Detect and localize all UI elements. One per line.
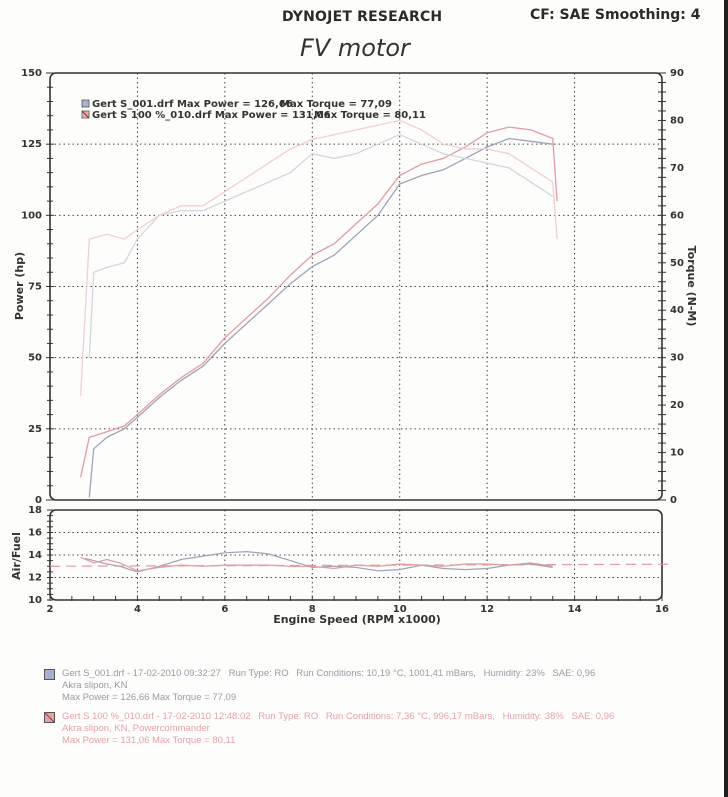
tick-label-power: 50 — [28, 353, 42, 364]
tick-label-afr: 14 — [28, 550, 42, 561]
tick-label-torque: 0 — [670, 495, 677, 506]
run1-type: Run Type: RO — [228, 668, 289, 679]
run1-header-line: Gert S_001.drf - 17-02-2010 09:32:27 Run… — [62, 668, 714, 680]
run1-sae: SAE: 0,96 — [552, 668, 596, 679]
legend-run1-label: Gert S_001.drf Max Power = 126,66 — [92, 99, 293, 110]
run2-swatch-icon — [44, 712, 55, 723]
tick-label-rpm: 10 — [393, 604, 407, 615]
tick-label-rpm: 14 — [568, 604, 582, 615]
tick-label-afr: 10 — [28, 595, 42, 606]
run1-file: Gert S_001.drf - 17-02-2010 09:32:27 — [62, 668, 221, 679]
power-grid — [50, 73, 662, 500]
tick-label-rpm: 4 — [134, 604, 141, 615]
correction-factor-label: CF: SAE Smoothing: 4 — [530, 7, 701, 23]
run-info-2: Gert S 100 %_010.drf - 17-02-2010 12:48:… — [44, 711, 714, 747]
tick-label-power: 100 — [21, 210, 42, 221]
run2-max: Max Power = 131,06 Max Torque = 80,11 — [62, 735, 236, 746]
tick-label-power: 150 — [21, 68, 42, 79]
legend-run1-torque: Max Torque = 77,09 — [280, 99, 392, 110]
curve-torque-run1 — [88, 133, 554, 358]
run2-type: Run Type: RO — [258, 711, 319, 722]
curve-afr-run2 — [80, 556, 553, 572]
run1-swatch-icon — [44, 669, 55, 680]
run1-conditions: Run Conditions: 10,19 °C, 1001,41 mBars, — [296, 668, 476, 679]
tick-label-power: 25 — [28, 424, 42, 435]
tick-label-torque: 20 — [670, 400, 684, 411]
tick-label-torque: 70 — [670, 163, 684, 174]
run1-humidity: Humidity: 23% — [483, 668, 545, 679]
legend-swatch-run1 — [81, 99, 90, 108]
curve-afr-run1 — [84, 550, 553, 573]
legend-run2-torque: Max Torque = 80,11 — [314, 110, 426, 121]
tick-label-torque: 90 — [670, 68, 684, 79]
legend: Gert S_001.drf Max Power = 126,66 Max To… — [81, 99, 426, 121]
tick-label-torque: 50 — [670, 258, 684, 269]
chart-title: FV motor — [300, 34, 410, 62]
dyno-chart: 0 25 50 75 100 125 150 0 10 20 30 40 50 60 70 80 90 10 12 1… — [10, 68, 698, 626]
tick-label-rpm: 6 — [221, 604, 228, 615]
tick-label-rpm: 12 — [480, 604, 494, 615]
run-info-1: Gert S_001.drf - 17-02-2010 09:32:27 Run… — [44, 668, 714, 704]
tick-label-rpm: 2 — [47, 604, 54, 615]
tick-label-power: 125 — [21, 139, 42, 150]
tick-label-torque: 80 — [670, 115, 684, 126]
run2-conditions: Run Conditions: 7,36 °C, 996,17 mBars, — [325, 711, 495, 722]
brand-title: DYNOJET RESEARCH — [282, 9, 443, 25]
tick-label-torque: 30 — [670, 353, 684, 364]
curve-power-run1 — [88, 137, 553, 498]
run1-note: Akra slipon, KN — [62, 680, 128, 691]
y-axis-title-torque: Torque (N-M) — [685, 246, 698, 327]
run2-note: Akra slipon, KN, Powercommander — [62, 723, 210, 734]
tick-label-power: 75 — [28, 282, 42, 293]
run-info-panel: Gert S_001.drf - 17-02-2010 09:32:27 Run… — [44, 668, 714, 754]
afr-grid — [50, 510, 662, 600]
tick-label-torque: 60 — [670, 210, 684, 221]
tick-label-rpm: 8 — [309, 604, 316, 615]
curve-torque-run2 — [79, 119, 558, 396]
run2-file: Gert S 100 %_010.drf - 17-02-2010 12:48:… — [62, 711, 251, 722]
tick-label-afr: 16 — [28, 528, 42, 539]
tick-label-torque: 40 — [670, 305, 684, 316]
curve-power-run2 — [79, 126, 558, 478]
axis-ticks: 0 25 50 75 100 125 150 0 10 20 30 40 50 60 70 80 90 10 12 1… — [21, 68, 684, 615]
tick-label-torque: 10 — [670, 448, 684, 459]
legend-run2-label: Gert S 100 %_010.drf Max Power = 131,06 — [92, 110, 331, 121]
tick-label-rpm: 16 — [655, 604, 669, 615]
curves — [49, 119, 673, 573]
legend-swatch-run2-hatch — [81, 110, 90, 119]
x-axis-title: Engine Speed (RPM x1000) — [273, 613, 441, 626]
run1-max: Max Power = 126,66 Max Torque = 77,09 — [62, 692, 237, 703]
run2-header-line: Gert S 100 %_010.drf - 17-02-2010 12:48:… — [62, 711, 714, 723]
y-axis-title-power: Power (hp) — [13, 252, 26, 320]
y-axis-title-afr: Air/Fuel — [10, 532, 23, 580]
tick-label-afr: 12 — [28, 573, 42, 584]
tick-label-power: 0 — [35, 495, 42, 506]
tick-label-afr: 18 — [28, 505, 42, 516]
run2-sae: SAE: 0,96 — [571, 711, 615, 722]
scan-edge — [724, 0, 728, 797]
run2-humidity: Humidity: 38% — [502, 711, 564, 722]
